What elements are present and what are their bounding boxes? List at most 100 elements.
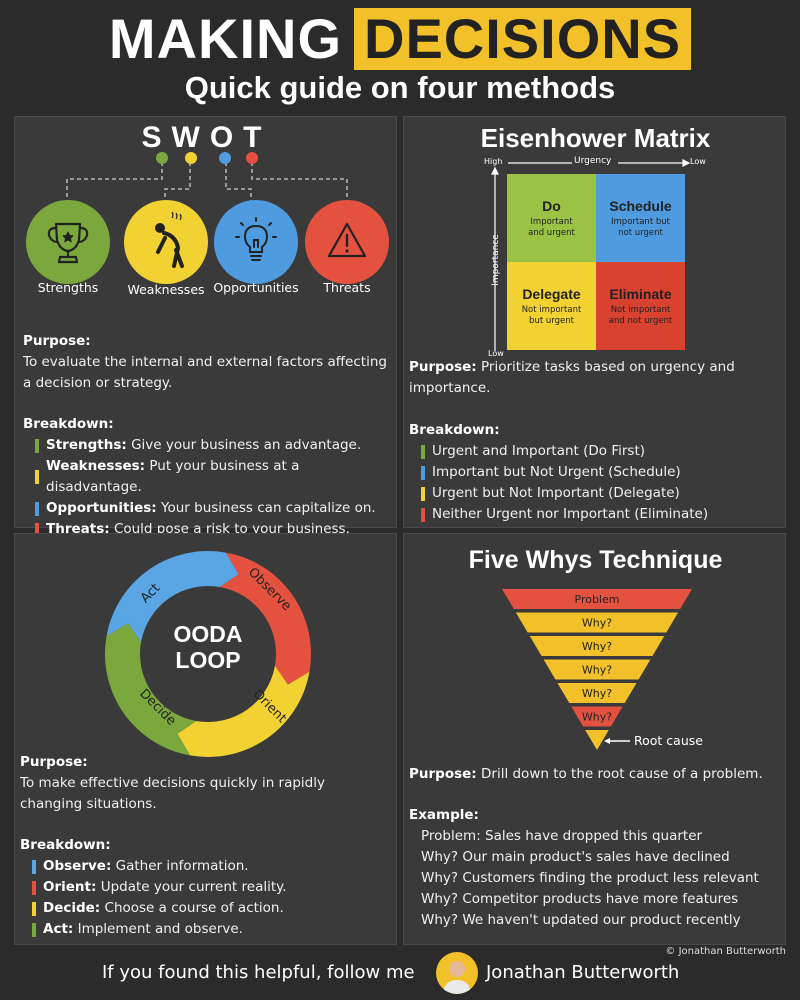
main-title: MAKING DECISIONS bbox=[0, 8, 800, 70]
five-whys-example: Example: Problem: Sales have dropped thi… bbox=[409, 805, 781, 931]
example-line: Why? Customers finding the product less … bbox=[421, 870, 759, 886]
eisenhower-panel: Eisenhower Matrix High Urgency Low Impor… bbox=[403, 116, 786, 528]
root-arrowhead bbox=[604, 738, 610, 744]
swot-title: SWOT bbox=[141, 121, 272, 154]
quadrant-delegate: Delegate Not important but urgent bbox=[507, 262, 596, 350]
swot-label-opportunities: Opportunities bbox=[213, 280, 299, 295]
swot-label-strengths: Strengths bbox=[37, 280, 99, 295]
eisenhower-axes bbox=[491, 159, 691, 351]
ooda-segment-observe bbox=[106, 551, 239, 643]
bullet-bar bbox=[32, 880, 36, 895]
author-avatar[interactable] bbox=[436, 952, 478, 994]
eisenhower-breakdown-item: Urgent and Important (Do First) bbox=[421, 441, 781, 462]
swot-purpose-text-2: a decision or strategy. bbox=[23, 375, 173, 391]
bullet-bar bbox=[421, 444, 425, 459]
example-line: Why? Our main product's sales have decli… bbox=[421, 849, 730, 865]
swot-breakdown-label: Breakdown: bbox=[23, 416, 114, 432]
header: MAKING DECISIONS Quick guide on four met… bbox=[0, 0, 800, 112]
ooda-purpose-label: Purpose: bbox=[20, 754, 88, 770]
funnel-level bbox=[529, 636, 665, 656]
five-whys-purpose-label: Purpose: bbox=[409, 766, 477, 782]
eisenhower-purpose-label: Purpose: bbox=[409, 359, 477, 375]
ooda-segment-decide bbox=[177, 665, 310, 757]
tired-person-icon bbox=[155, 211, 184, 268]
example-line: Why? Competitor products have more featu… bbox=[421, 891, 739, 907]
strengths-circle bbox=[26, 200, 110, 284]
opportunities-circle bbox=[214, 200, 298, 284]
bullet-bar bbox=[32, 901, 36, 916]
swot-purpose: Purpose: To evaluate the internal and ex… bbox=[23, 331, 393, 394]
swot-breakdown-item: Opportunities: Your business can capital… bbox=[35, 498, 395, 519]
bullet-bar bbox=[32, 922, 36, 937]
funnel-level-label: Why? bbox=[582, 664, 612, 677]
ooda-breakdown-item: Act: Implement and observe. bbox=[32, 919, 392, 940]
author-name[interactable]: Jonathan Butterworth bbox=[486, 962, 680, 983]
ooda-panel: OODA LOOP Observe Orient Decide Act Purp… bbox=[14, 533, 397, 945]
funnel-level bbox=[571, 706, 623, 727]
ooda-breakdown-item: Orient: Update your current reality. bbox=[32, 877, 392, 898]
title-word-decisions: DECISIONS bbox=[354, 8, 692, 70]
eisenhower-breakdown-item: Important but Not Urgent (Schedule) bbox=[421, 462, 781, 483]
funnel-level bbox=[543, 659, 651, 680]
axis-urgency: Urgency bbox=[574, 156, 612, 166]
example-line: Problem: Sales have dropped this quarter bbox=[421, 828, 703, 844]
five-whys-purpose-text: Drill down to the root cause of a proble… bbox=[481, 766, 763, 782]
bullet-bar bbox=[35, 501, 39, 516]
bullet-bar bbox=[421, 486, 425, 501]
eisenhower-purpose: Purpose: Prioritize tasks based on urgen… bbox=[409, 357, 781, 399]
ooda-loop-diagram: OODA LOOP Observe Orient Decide Act bbox=[105, 551, 312, 757]
funnel-level-label: Why? bbox=[582, 687, 612, 700]
five-whys-purpose: Purpose: Drill down to the root cause of… bbox=[409, 764, 781, 785]
ooda-breakdown-item: Observe: Gather information. bbox=[32, 856, 392, 877]
five-whys-example-label: Example: bbox=[409, 807, 479, 823]
eisenhower-title: Eisenhower Matrix bbox=[480, 123, 711, 153]
axis-importance: Importance bbox=[491, 234, 501, 286]
ooda-segment-act bbox=[105, 623, 197, 756]
swot-label-threats: Threats bbox=[323, 280, 371, 295]
funnel-level bbox=[557, 683, 637, 703]
subtitle: Quick guide on four methods bbox=[184, 70, 616, 105]
swot-dot-strengths bbox=[156, 152, 168, 164]
axis-low-bottom: Low bbox=[488, 349, 504, 358]
eisenhower-purpose-text-2: importance. bbox=[409, 380, 491, 396]
funnel-tip bbox=[585, 730, 609, 750]
quadrant-eliminate: Eliminate Not important and not urgent bbox=[596, 262, 685, 350]
eisenhower-breakdown-label: Breakdown: bbox=[409, 422, 500, 438]
funnel-level-label: Why? bbox=[582, 617, 612, 630]
five-whys-panel: Five Whys Technique Problem Why? Why? Why? W… bbox=[403, 533, 786, 945]
eisenhower-purpose-text-1: Prioritize tasks based on urgency and bbox=[481, 359, 735, 375]
swot-dot-threats bbox=[246, 152, 258, 164]
swot-breakdown-item: Weaknesses: Put your business at a disad… bbox=[35, 456, 395, 498]
ooda-purpose: Purpose: To make effective decisions qui… bbox=[20, 752, 392, 815]
eisenhower-breakdown: Breakdown: Urgent and Important (Do Firs… bbox=[409, 420, 781, 525]
swot-panel: SWOT bbox=[14, 116, 397, 537]
funnel-level-label: Problem bbox=[575, 593, 620, 606]
warning-icon bbox=[327, 222, 367, 258]
ooda-breakdown: Breakdown: Observe: Gather information. … bbox=[20, 835, 392, 940]
bullet-bar bbox=[35, 438, 39, 453]
title-word-making: MAKING bbox=[108, 7, 343, 70]
bullet-bar bbox=[35, 522, 39, 537]
person-photo-icon bbox=[443, 961, 471, 994]
funnel-levels: Problem Why? Why? Why? Why? Why? bbox=[502, 589, 692, 750]
swot-breakdown-item: Strengths: Give your business an advanta… bbox=[35, 435, 395, 456]
bullet-bar bbox=[35, 470, 39, 484]
ooda-ring bbox=[105, 551, 312, 757]
quadrant-schedule: Schedule Important but not urgent bbox=[596, 174, 685, 262]
five-whys-title: Five Whys Technique bbox=[468, 546, 723, 574]
weaknesses-circle bbox=[124, 200, 208, 284]
funnel-level-label: Why? bbox=[582, 640, 612, 653]
ooda-center-2: LOOP bbox=[175, 647, 240, 673]
bullet-bar bbox=[32, 859, 36, 874]
swot-breakdown: Breakdown: Strengths: Give your business… bbox=[23, 414, 395, 540]
quadrant-do: Do Important and urgent bbox=[507, 174, 596, 262]
trophy-icon bbox=[47, 222, 89, 264]
funnel-level-label: Why? bbox=[582, 711, 612, 724]
swot-dot-opportunities bbox=[219, 152, 231, 164]
funnel-level bbox=[502, 589, 692, 609]
ooda-breakdown-item: Decide: Choose a course of action. bbox=[32, 898, 392, 919]
swot-connectors bbox=[66, 152, 348, 203]
swot-dot-weaknesses bbox=[185, 152, 197, 164]
root-cause-label: Root cause bbox=[634, 733, 703, 748]
lightbulb-icon bbox=[235, 217, 277, 261]
